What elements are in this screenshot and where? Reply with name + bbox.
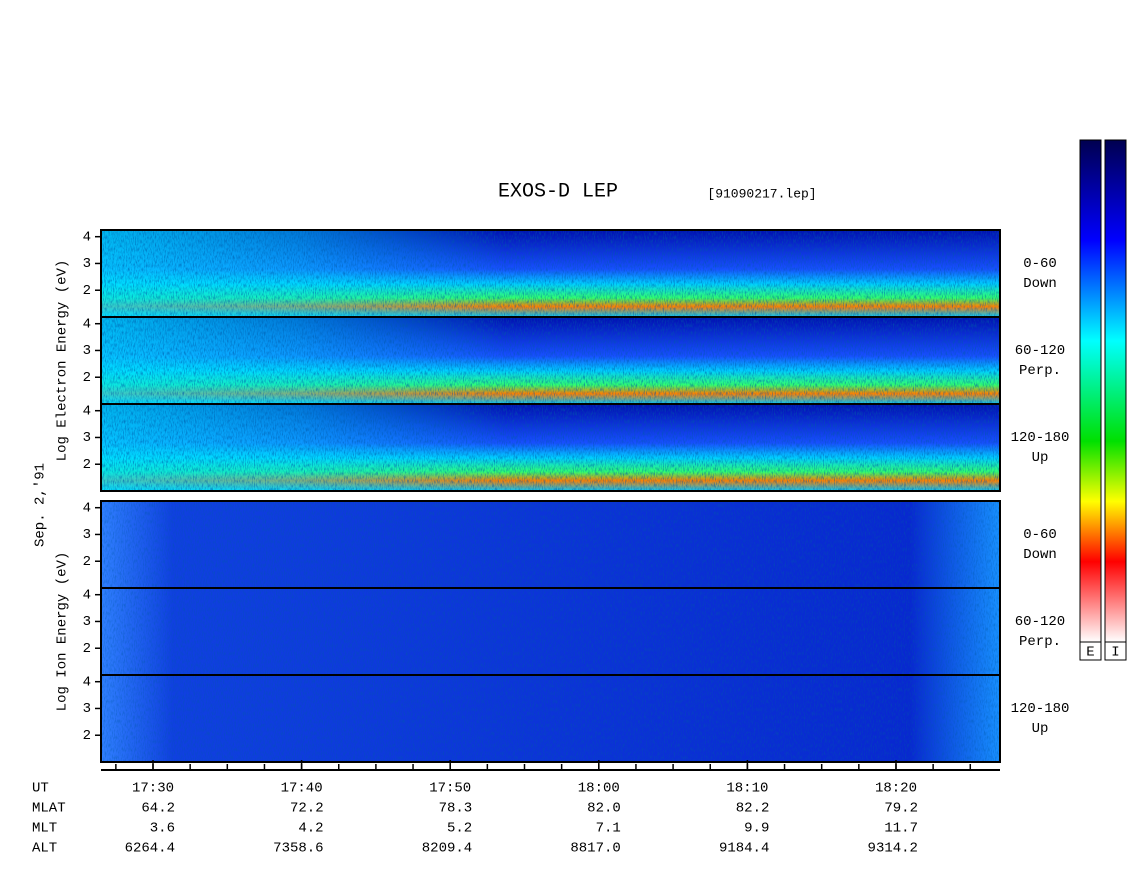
speckle	[101, 317, 1000, 404]
color-bar-label-box	[1079, 641, 1102, 661]
direction-label: Perp.	[1019, 363, 1061, 379]
date-label: Sep. 2,'91	[33, 463, 49, 547]
color-bar-label: E	[1086, 645, 1094, 661]
ephemeris-value: 7.1	[596, 821, 621, 837]
color-bar	[1104, 139, 1127, 643]
time-tick-label: 17:50	[429, 781, 471, 797]
panel-frame	[100, 403, 1001, 492]
time-axis: UT MLAT MLT ALT 17:30 64.2 3.6 6264.4 17:40 72.2 4…	[32, 760, 1000, 857]
title: EXOS-D LEP	[498, 180, 618, 203]
energy-tick-label: 4	[83, 403, 91, 419]
time-tick-label: 18:20	[875, 781, 917, 797]
speckle	[101, 675, 1000, 762]
pitch-angle-label: 60-120	[1015, 614, 1065, 630]
energy-tick-label: 4	[83, 316, 91, 332]
ephemeris-value: 72.2	[290, 801, 324, 817]
energy-tick-label: 2	[83, 641, 91, 657]
energy-tick-label: 3	[83, 614, 91, 630]
ephemeris-value: 78.3	[439, 801, 473, 817]
direction-label: Perp.	[1019, 634, 1061, 650]
energy-tick-label: 2	[83, 457, 91, 473]
energy-tick-label: 4	[83, 674, 91, 690]
pitch-angle-label: 60-120	[1015, 343, 1065, 359]
energy-tick-label: 2	[83, 370, 91, 386]
speckle	[101, 230, 1000, 317]
row-label: MLAT	[32, 801, 66, 817]
energy-tick-label: 4	[83, 229, 91, 245]
ephemeris-value: 6264.4	[125, 841, 175, 857]
energy-tick-label: 2	[83, 728, 91, 744]
ephemeris-value: 79.2	[884, 801, 918, 817]
energy-tick-label: 3	[83, 527, 91, 543]
row-label: UT	[32, 781, 49, 797]
pitch-angle-label: 120-180	[1011, 430, 1070, 446]
row-label: MLT	[32, 821, 57, 837]
ephemeris-value: 3.6	[150, 821, 175, 837]
panels: Log Electron Energy (eV) 2 3 4 0-60 Down 2 3 4 60…	[55, 229, 1070, 763]
ephemeris-value: 8817.0	[570, 841, 620, 857]
ephemeris-value: 8209.4	[422, 841, 472, 857]
energy-tick-label: 2	[83, 554, 91, 570]
file-name: [91090217.lep]	[707, 186, 816, 201]
direction-label: Up	[1032, 450, 1049, 466]
ephemeris-value: 64.2	[141, 801, 175, 817]
ephemeris-value: 9314.2	[868, 841, 918, 857]
energy-axis-label: Log Ion Energy (eV)	[55, 552, 71, 712]
row-label: ALT	[32, 841, 57, 857]
ephemeris-value: 7358.6	[273, 841, 323, 857]
direction-label: Down	[1023, 276, 1057, 292]
speckle	[101, 588, 1000, 675]
time-tick-label: 18:00	[578, 781, 620, 797]
pitch-angle-label: 120-180	[1011, 701, 1070, 717]
ephemeris-value: 82.2	[736, 801, 770, 817]
energy-tick-label: 3	[83, 343, 91, 359]
direction-label: Up	[1032, 721, 1049, 737]
energy-tick-label: 3	[83, 256, 91, 272]
ephemeris-value: 9.9	[744, 821, 769, 837]
panel-frame	[100, 674, 1001, 763]
energy-tick-label: 3	[83, 701, 91, 717]
time-tick-label: 18:10	[726, 781, 768, 797]
ephemeris-value: 11.7	[884, 821, 918, 837]
color-bar-label: I	[1111, 645, 1119, 661]
energy-tick-label: 4	[83, 587, 91, 603]
time-tick-label: 17:30	[132, 781, 174, 797]
ephemeris-value: 82.0	[587, 801, 621, 817]
color-bar-label-box	[1104, 641, 1127, 661]
energy-axis-label: Log Electron Energy (eV)	[55, 260, 71, 462]
speckle	[101, 501, 1000, 588]
ephemeris-value: 9184.4	[719, 841, 769, 857]
energy-tick-label: 3	[83, 430, 91, 446]
energy-tick-label: 2	[83, 283, 91, 299]
time-tick-label: 17:40	[281, 781, 323, 797]
energy-tick-label: 4	[83, 500, 91, 516]
color-bar	[1079, 139, 1102, 643]
pitch-angle-label: 0-60	[1023, 256, 1057, 272]
speckle	[101, 404, 1000, 491]
ephemeris-value: 4.2	[298, 821, 323, 837]
ephemeris-value: 5.2	[447, 821, 472, 837]
direction-label: Down	[1023, 547, 1057, 563]
pitch-angle-label: 0-60	[1023, 527, 1057, 543]
